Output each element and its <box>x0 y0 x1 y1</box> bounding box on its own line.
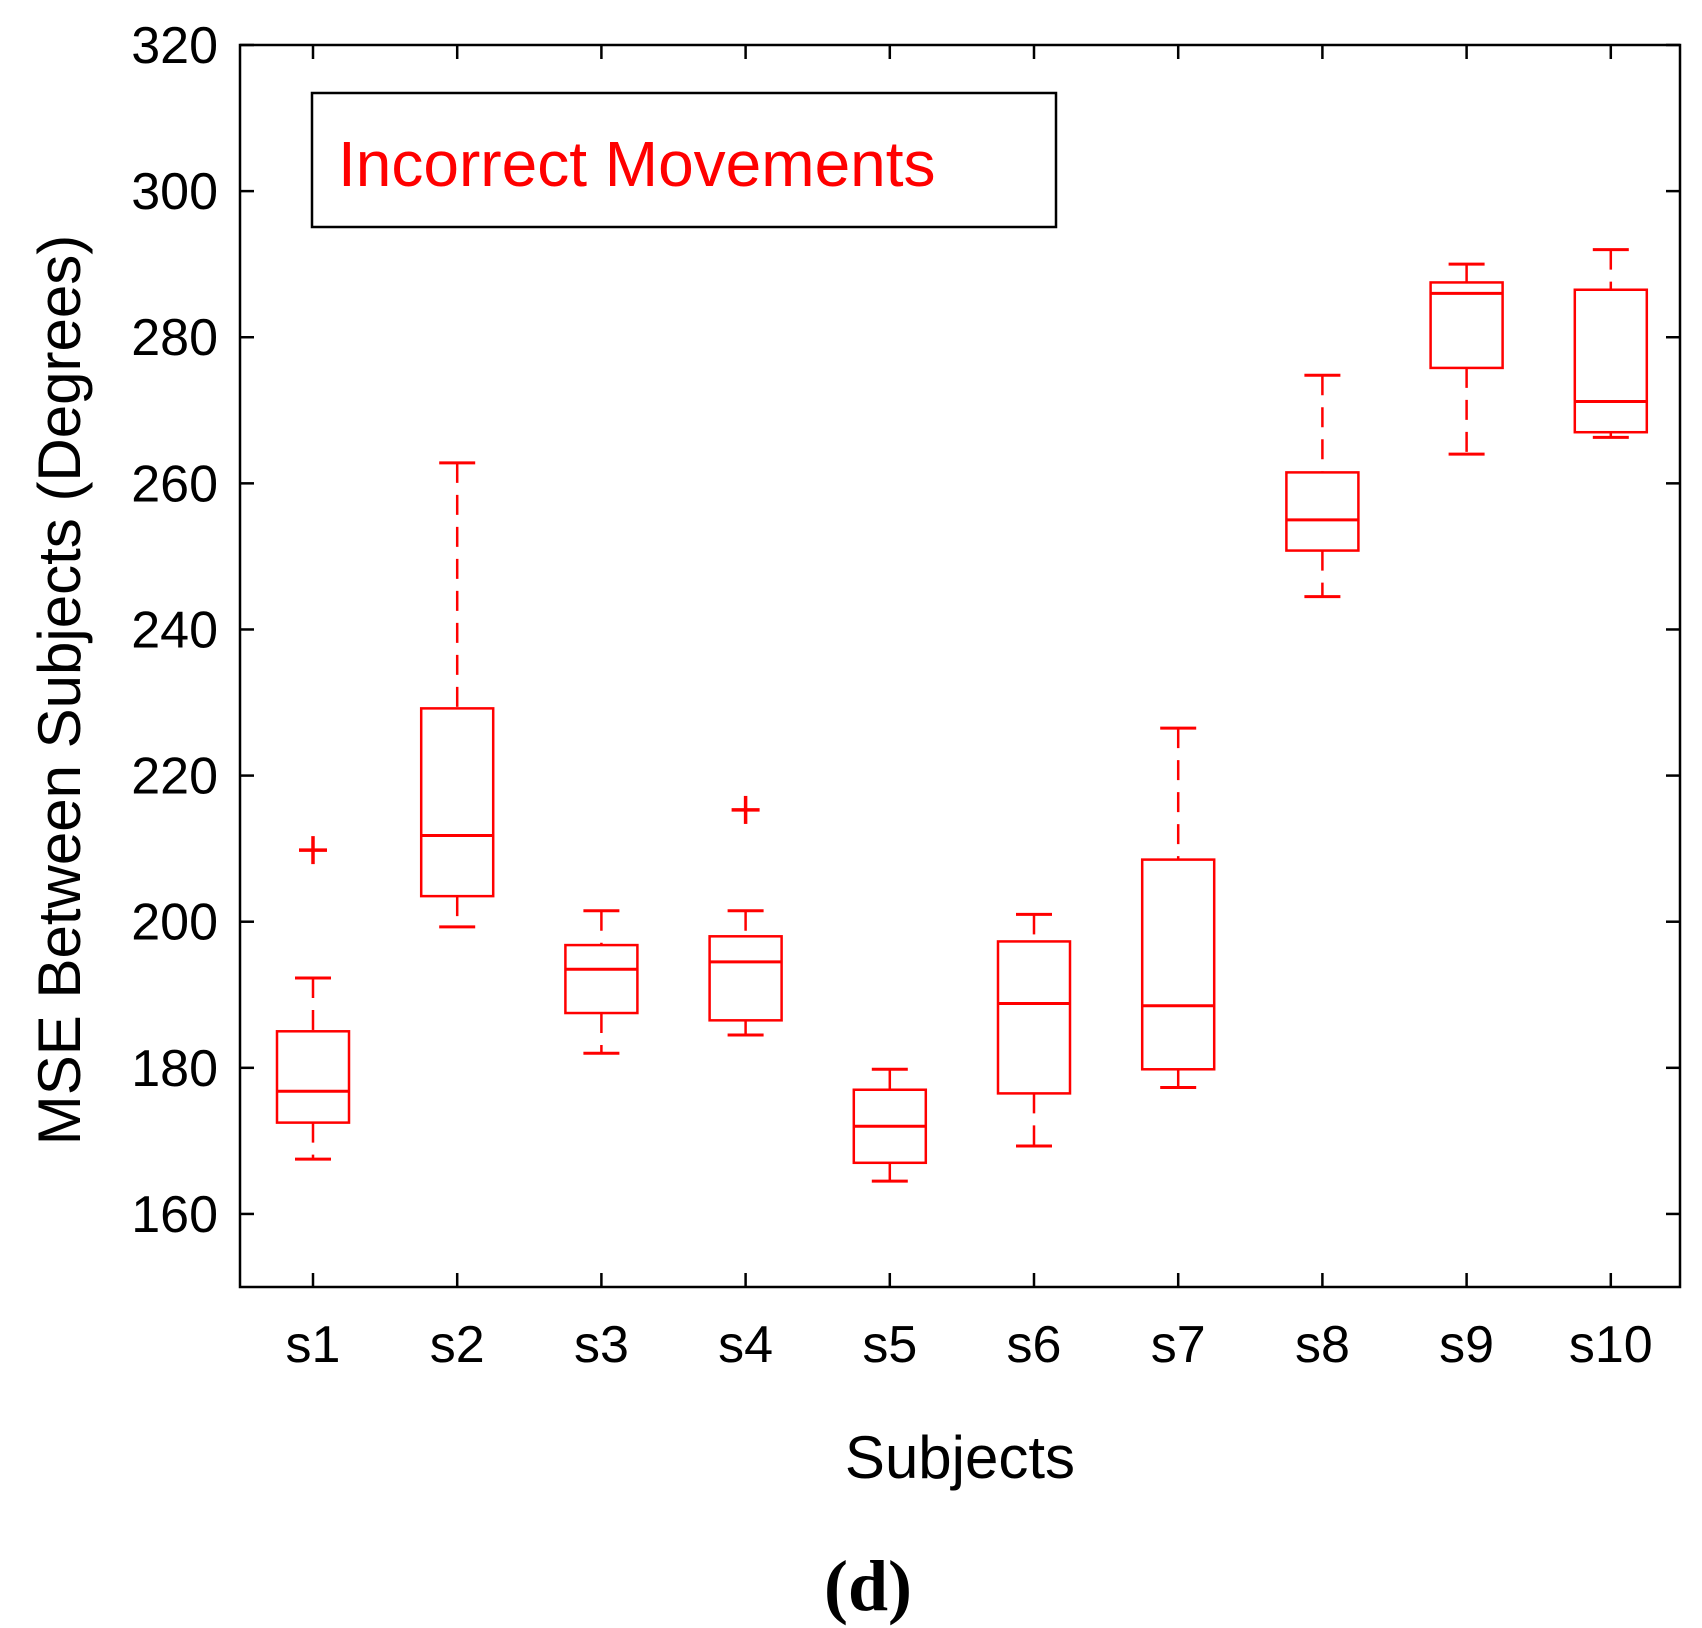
box-s7 <box>1140 726 1216 1090</box>
plot-area <box>238 43 1682 1289</box>
x-tick-label: s7 <box>1151 1316 1206 1374</box>
box-s5 <box>852 1067 928 1183</box>
iqr-box <box>1285 471 1360 552</box>
iqr-box <box>564 943 639 1015</box>
y-tick-label: 200 <box>131 894 218 952</box>
boxes <box>275 248 1649 1183</box>
iqr-box <box>1573 288 1649 434</box>
x-tick-label: s8 <box>1295 1316 1350 1374</box>
panel-label: (d) <box>824 1546 912 1626</box>
box-s1 <box>275 836 351 1161</box>
y-tick-label: 220 <box>131 748 218 806</box>
iqr-box <box>996 940 1072 1095</box>
x-tick-label: s2 <box>430 1316 485 1374</box>
x-tick-label: s3 <box>574 1316 629 1374</box>
y-axis: 160 180 200 220 240 260 280 300 320 <box>131 17 1680 1244</box>
x-tick-label: s9 <box>1439 1316 1494 1374</box>
legend-box <box>310 91 1058 229</box>
y-tick-label: 240 <box>131 601 218 659</box>
y-tick-label: 260 <box>131 455 218 513</box>
box-s10 <box>1573 248 1649 439</box>
iqr-box <box>275 1030 351 1124</box>
box-s6 <box>996 912 1072 1148</box>
y-tick-label: 160 <box>131 1186 218 1244</box>
x-tick-label: s1 <box>286 1316 341 1374</box>
legend-text: Incorrect Movements <box>338 128 936 200</box>
box-s2 <box>419 461 495 929</box>
box-s3 <box>564 909 639 1055</box>
box-s8 <box>1285 373 1360 599</box>
y-axis-title: MSE Between Subjects (Degrees) <box>26 235 93 1145</box>
box-s4 <box>708 795 783 1037</box>
outlier-marker <box>731 795 760 824</box>
x-tick-label: s10 <box>1569 1316 1653 1374</box>
y-tick-label: 320 <box>131 17 218 75</box>
iqr-box <box>1140 858 1216 1071</box>
x-axis: s1 s2 s3 s4 s5 s6 s7 s8 s9 s10 <box>286 45 1653 1374</box>
x-tick-label: s5 <box>862 1316 917 1374</box>
box-s9 <box>1429 262 1504 456</box>
x-tick-label: s6 <box>1007 1316 1062 1374</box>
iqr-box <box>1429 281 1504 370</box>
y-tick-label: 300 <box>131 163 218 221</box>
iqr-box <box>419 707 495 898</box>
x-tick-label: s4 <box>718 1316 773 1374</box>
iqr-box <box>708 935 783 1022</box>
y-tick-label: 180 <box>131 1040 218 1098</box>
y-tick-label: 280 <box>131 309 218 367</box>
outlier-marker <box>299 836 327 865</box>
x-axis-title: Subjects <box>845 1424 1075 1491</box>
